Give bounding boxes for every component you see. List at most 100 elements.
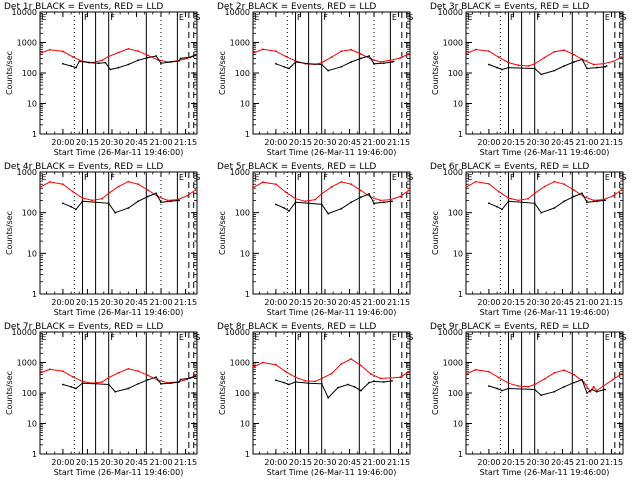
point-black-events <box>488 385 490 387</box>
marker-label: S <box>195 13 200 22</box>
point-red-lld <box>389 198 392 201</box>
x-tick-label: 20:30 <box>313 138 336 147</box>
point-black-events <box>392 60 395 63</box>
point-red-lld <box>117 371 120 374</box>
point-red-lld <box>389 59 392 62</box>
point-red-lld <box>39 372 41 374</box>
point-black-events <box>382 381 385 383</box>
point-black-events <box>179 57 182 60</box>
point-red-lld <box>304 200 307 203</box>
point-red-lld <box>48 181 51 183</box>
point-red-lld <box>612 378 615 381</box>
marker-label: F <box>297 333 302 342</box>
point-red-lld <box>602 385 605 387</box>
x-tick-label: 20:00 <box>51 458 74 467</box>
y-tick-label: 1 <box>32 130 37 139</box>
x-tick-label: 20:30 <box>100 458 123 467</box>
x-tick-label: 20:45 <box>338 458 361 467</box>
x-tick-label: 20:15 <box>289 138 312 147</box>
point-black-events <box>62 62 64 65</box>
x-axis-label: Start Time (26-Mar-11 19:46:00) <box>267 148 397 157</box>
point-black-events <box>496 387 498 390</box>
marker-label: F <box>510 173 515 182</box>
point-red-lld <box>137 370 140 373</box>
marker-label: E <box>42 173 47 182</box>
point-black-events <box>189 56 192 59</box>
y-tick-label: 10000 <box>12 8 37 17</box>
point-black-events <box>283 65 285 68</box>
point-red-lld <box>107 376 110 379</box>
point-black-events <box>563 385 565 388</box>
point-black-events <box>160 382 162 385</box>
point-black-events <box>275 203 277 206</box>
marker-label: E <box>42 13 47 22</box>
point-red-lld <box>553 50 556 53</box>
point-red-lld <box>517 64 520 67</box>
point-red-lld <box>533 383 536 386</box>
point-black-events <box>368 193 370 195</box>
series-red-lld <box>465 369 622 393</box>
y-tick-label: 1 <box>32 450 37 459</box>
y-tick-label: 1000 <box>230 168 250 177</box>
marker-label: S <box>621 333 626 342</box>
marker-label: F <box>84 333 89 342</box>
marker-label: E <box>179 13 184 22</box>
point-black-events <box>604 388 606 391</box>
y-tick-label: 100 <box>22 69 37 78</box>
x-tick-label: 21:15 <box>600 458 623 467</box>
marker-label: F <box>510 13 515 22</box>
point-red-lld <box>350 183 352 186</box>
point-red-lld <box>194 189 197 191</box>
point-black-events <box>573 381 575 384</box>
point-black-events <box>98 62 100 65</box>
point-red-lld <box>527 65 529 67</box>
point-red-lld <box>294 197 297 200</box>
point-red-lld <box>275 363 277 366</box>
point-black-events <box>160 201 162 204</box>
point-black-events <box>70 205 72 208</box>
point-black-events <box>127 63 130 66</box>
point-black-events <box>340 65 343 68</box>
chart-title: Det 8r BLACK = Events, RED = LLD <box>217 322 376 332</box>
point-red-lld <box>573 189 575 191</box>
point-red-lld <box>399 195 402 198</box>
point-red-lld <box>350 48 352 51</box>
point-black-events <box>373 202 375 205</box>
point-red-lld <box>527 197 529 200</box>
point-black-events <box>75 208 77 211</box>
x-axis-label: Start Time (26-Mar-11 19:46:00) <box>54 468 184 477</box>
point-black-events <box>586 392 588 394</box>
point-red-lld <box>39 186 41 189</box>
point-red-lld <box>563 183 565 186</box>
point-red-lld <box>563 49 565 52</box>
point-red-lld <box>101 197 103 200</box>
point-black-events <box>360 389 362 392</box>
y-tick-label: 100 <box>448 69 463 78</box>
y-tick-label: 1000 <box>17 359 37 368</box>
point-red-lld <box>360 189 362 192</box>
plot-frame <box>39 331 198 455</box>
point-black-events <box>127 207 130 209</box>
point-black-events <box>507 387 510 390</box>
point-black-events <box>373 380 375 383</box>
point-red-lld <box>553 371 556 374</box>
x-tick-label: 21:00 <box>362 458 385 467</box>
point-black-events <box>62 202 64 205</box>
x-tick-label: 20:30 <box>313 458 336 467</box>
point-black-events <box>107 202 110 205</box>
point-black-events <box>591 388 593 391</box>
marker-label: E <box>605 13 610 22</box>
y-tick-label: 1000 <box>17 168 37 177</box>
y-axis-label: Counts/sec <box>5 51 14 95</box>
point-red-lld <box>166 199 169 202</box>
point-black-events <box>581 58 583 61</box>
y-tick-label: 1 <box>245 130 250 139</box>
point-black-events <box>573 195 575 198</box>
y-tick-label: 100 <box>235 209 250 218</box>
point-red-lld <box>320 193 323 195</box>
y-tick-label: 1000 <box>230 359 250 368</box>
point-red-lld <box>350 358 352 360</box>
point-red-lld <box>620 373 623 375</box>
x-tick-label: 21:00 <box>149 138 172 147</box>
